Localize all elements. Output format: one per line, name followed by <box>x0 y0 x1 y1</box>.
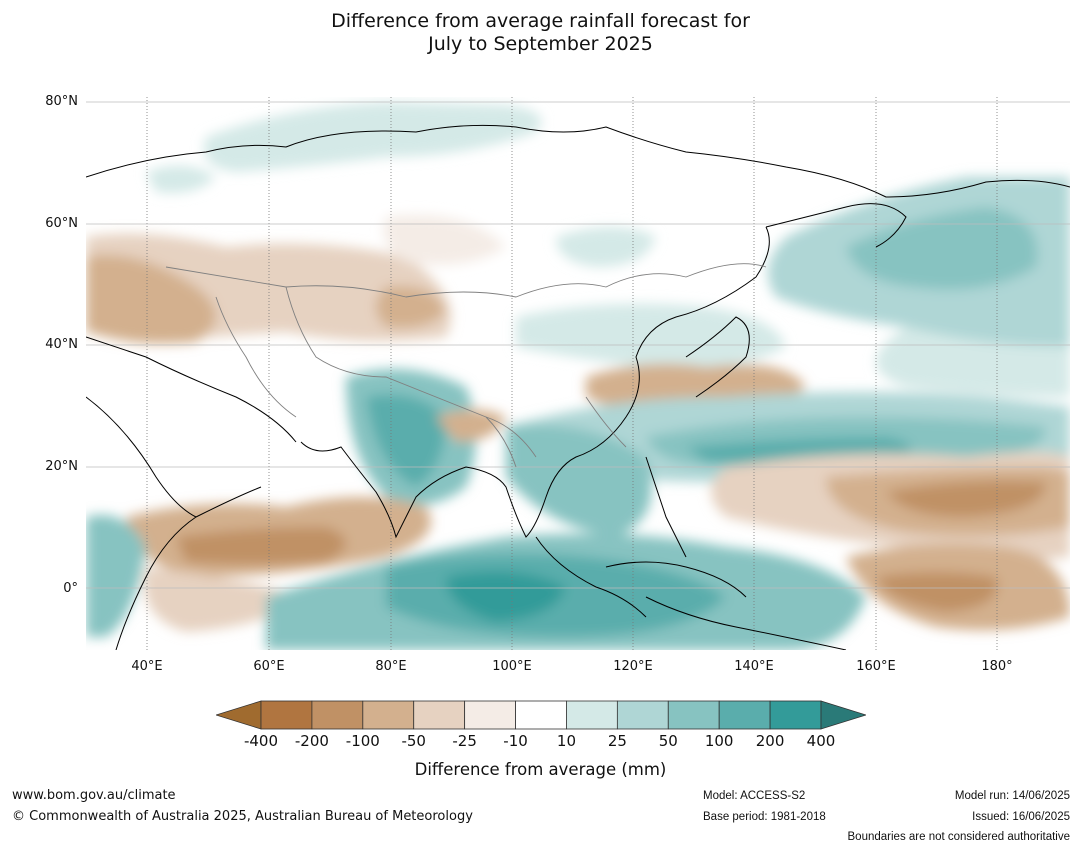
colorbar-tick-label: -50 <box>401 732 426 750</box>
graticule <box>146 97 998 650</box>
lon-label-60e: 60°E <box>253 659 285 674</box>
footer-base-period: Base period: 1981-2018 <box>703 811 826 823</box>
colorbar-cell <box>718 700 771 730</box>
lat-label-60n: 60°N <box>45 216 78 231</box>
lon-label-40e: 40°E <box>131 659 163 674</box>
footer-disclaimer: Boundaries are not considered authoritat… <box>847 831 1070 843</box>
colorbar-tick-label: -400 <box>243 732 279 750</box>
colorbar-tick-label: -200 <box>294 732 329 750</box>
footer-model-run: Model run: 14/06/2025 <box>954 790 1070 802</box>
lat-label-0: 0° <box>63 581 78 596</box>
lon-label-120e: 120°E <box>613 659 653 674</box>
anomaly-shading <box>86 102 1070 650</box>
footer-issued: Issued: 16/06/2025 <box>972 811 1070 823</box>
lat-label-20n: 20°N <box>45 459 78 474</box>
footer-model: Model: ACCESS-S2 <box>703 790 806 802</box>
lat-label-40n: 40°N <box>45 337 78 352</box>
lon-label-160e: 160°E <box>856 659 896 674</box>
coastlines <box>86 124 1070 650</box>
colorbar-tick-label: 10 <box>556 732 576 750</box>
colorbar-high-extend <box>820 700 866 730</box>
colorbar-cell <box>769 700 822 730</box>
colorbar-cell <box>616 700 669 730</box>
colorbar-cell <box>362 700 415 730</box>
colorbar-cell <box>311 700 364 730</box>
lon-label-80e: 80°E <box>375 659 407 674</box>
colorbar-cell <box>260 700 313 730</box>
colorbar-cells <box>260 700 822 730</box>
latitude-lines <box>86 101 1070 589</box>
colorbar-tick-label: 200 <box>755 732 785 750</box>
colorbar-tick-label: -100 <box>345 732 380 750</box>
footer-copyright: © Commonwealth of Australia 2025, Austra… <box>12 809 473 824</box>
map-title-line-1: Difference from average rainfall forecas… <box>331 10 750 32</box>
map-title: Difference from average rainfall forecas… <box>0 10 1081 56</box>
rainfall-anomaly-map <box>86 97 1070 650</box>
colorbar-tick-label: -25 <box>452 732 477 750</box>
colorbar-cell <box>464 700 516 730</box>
footer-website[interactable]: www.bom.gov.au/climate <box>12 788 176 803</box>
lat-label-80n: 80°N <box>45 94 78 109</box>
colorbar-tick-label: 400 <box>806 732 836 750</box>
colorbar-cell <box>667 700 720 730</box>
colorbar-tick-label: 50 <box>658 732 678 750</box>
lon-label-180: 180° <box>981 659 1013 674</box>
colorbar-tick-label: 25 <box>607 732 627 750</box>
lon-label-140e: 140°E <box>734 659 774 674</box>
colorbar-tick-label: 100 <box>704 732 734 750</box>
colorbar-cell <box>413 700 466 730</box>
colorbar-label: Difference from average (mm) <box>414 760 667 779</box>
colorbar-tick-label: -10 <box>503 732 528 750</box>
colorbar-cell <box>566 700 618 730</box>
colorbar-legend <box>216 700 866 730</box>
colorbar-low-extend <box>216 700 262 730</box>
country-borders <box>165 263 767 468</box>
colorbar-cell <box>515 700 567 730</box>
lon-label-100e: 100°E <box>492 659 532 674</box>
map-title-line-2: July to September 2025 <box>428 33 653 55</box>
